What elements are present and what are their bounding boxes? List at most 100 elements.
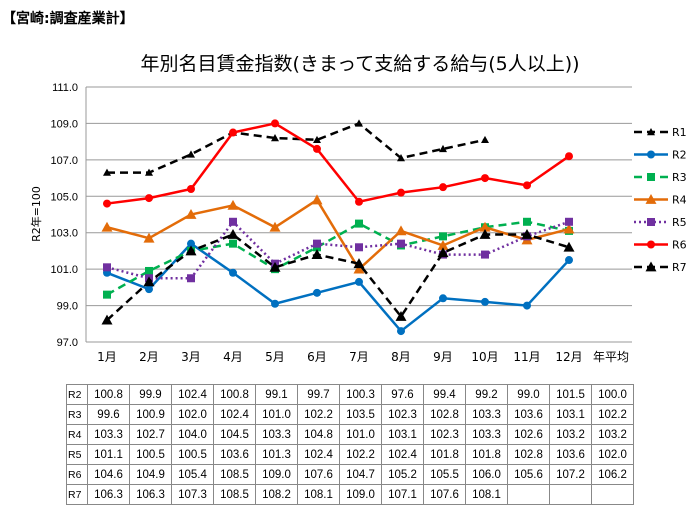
data-point (143, 276, 155, 287)
data-point (313, 144, 321, 153)
data-point (143, 232, 155, 243)
data-point (313, 288, 321, 297)
series-line (106, 220, 570, 296)
table-row: R2 100.8 99.9 102.4 100.8 99.1 99.7 100.3 97.6 99… (66, 384, 634, 405)
data-point (269, 221, 281, 232)
data-point (481, 250, 489, 259)
y-tick-label: 99.0 (57, 301, 78, 313)
data-point (397, 188, 405, 197)
table-cell: 108.5 (213, 464, 256, 485)
data-point (523, 181, 531, 190)
legend-item: R3 (634, 171, 687, 184)
data-point (101, 221, 113, 232)
data-point (439, 232, 447, 241)
legend-item: R1 (634, 126, 687, 139)
data-point (355, 243, 363, 252)
table-cell: 102.4 (381, 444, 424, 465)
series-line (106, 241, 570, 333)
table-cell: 100.5 (171, 444, 214, 465)
x-tick-label: 7月 (349, 350, 369, 364)
table-row: R6 104.6 104.9 105.4 108.5 109.0 107.6 104.7 105… (66, 464, 634, 485)
table-cell: 103.1 (381, 424, 424, 445)
table-cell: 102.4 (213, 404, 256, 425)
table-cell: 103.2 (591, 424, 634, 445)
table-cell: 104.8 (297, 424, 340, 445)
legend-item: R7 (634, 261, 687, 274)
data-point (103, 263, 111, 272)
table-cell: 102.3 (423, 424, 466, 445)
data-point (227, 229, 239, 239)
table-cell (591, 484, 634, 505)
table-cell: 100.3 (339, 384, 382, 405)
table-cell: 108.5 (213, 484, 256, 505)
x-tick-label: 11月 (513, 350, 540, 364)
data-point (481, 174, 489, 183)
table-cell: 105.5 (423, 464, 466, 485)
table-cell: 97.6 (381, 384, 424, 405)
data-point (355, 219, 363, 228)
table-cell: 102.2 (297, 404, 340, 425)
table-cell: 104.9 (129, 464, 172, 485)
y-tick-label: 107.0 (50, 155, 78, 167)
data-point (439, 294, 447, 303)
table-cell: 103.3 (255, 424, 298, 445)
table-cell: 104.5 (213, 424, 256, 445)
header-label: 【宮崎:調査産業計】 (2, 11, 134, 27)
data-point (187, 150, 195, 158)
table-row: R5 101.1 100.5 100.5 103.6 101.3 102.4 102.2 102… (66, 444, 634, 465)
data-point (103, 199, 111, 208)
row-label: R5 (66, 444, 88, 465)
y-axis-label: R2年=100 (29, 186, 43, 242)
data-point (355, 197, 363, 206)
table-cell: 100.9 (129, 404, 172, 425)
table-cell: 102.2 (591, 404, 634, 425)
table-cell (549, 484, 592, 505)
x-tick-label: 3月 (181, 350, 201, 364)
row-label: R3 (66, 404, 88, 425)
table-cell: 106.0 (465, 464, 508, 485)
data-point (187, 185, 195, 193)
data-point (355, 119, 363, 127)
table-cell (507, 484, 550, 505)
table-cell: 101.1 (87, 444, 130, 465)
data-point (185, 245, 197, 256)
series-R1 (103, 119, 489, 176)
table-cell: 99.4 (423, 384, 466, 405)
legend-label: R7 (672, 261, 687, 274)
data-point (645, 194, 657, 204)
legend-label: R3 (672, 171, 687, 184)
data-point (313, 135, 321, 144)
x-tick-label: 年平均 (593, 350, 629, 364)
x-tick-label: 1月 (97, 350, 117, 364)
data-point (185, 209, 197, 219)
legend-label: R2 (672, 149, 687, 162)
data-point (647, 128, 655, 136)
table-cell: 103.6 (213, 444, 256, 465)
data-point (647, 150, 655, 159)
legend-label: R1 (672, 126, 687, 139)
data-point (645, 261, 657, 272)
x-tick-label: 12月 (555, 350, 582, 364)
data-point (565, 152, 573, 161)
table-cell: 107.3 (171, 484, 214, 505)
legend-label: R4 (672, 194, 687, 207)
series-R5 (103, 217, 573, 283)
data-point (481, 135, 489, 144)
table-cell: 100.5 (129, 444, 172, 465)
table-cell: 103.3 (87, 424, 130, 445)
data-point (145, 266, 153, 275)
table-cell: 99.1 (255, 384, 298, 405)
table-cell: 101.0 (339, 424, 382, 445)
table-cell: 105.4 (171, 464, 214, 485)
data-point (395, 225, 407, 236)
y-tick-label: 97.0 (57, 337, 78, 349)
table-cell: 109.0 (255, 464, 298, 485)
x-tick-label: 4月 (223, 350, 243, 364)
table-cell: 108.1 (297, 484, 340, 505)
data-point (355, 277, 363, 286)
table-cell: 107.2 (549, 464, 592, 485)
data-point (647, 218, 655, 226)
data-point (647, 173, 655, 181)
